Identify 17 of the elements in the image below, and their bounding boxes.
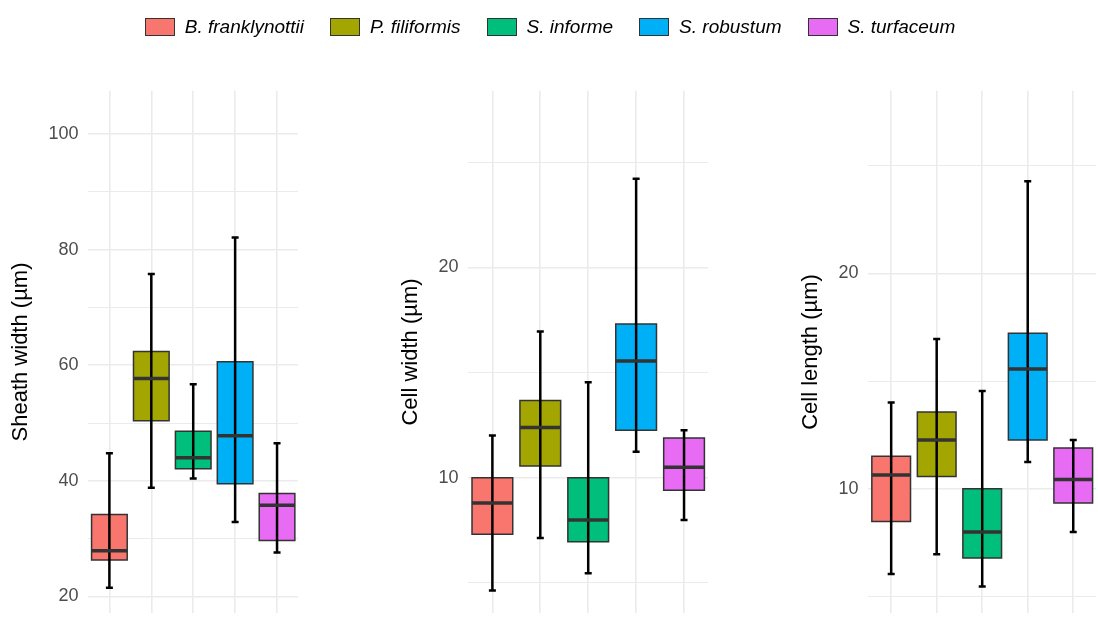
y-tick-label: 10 [438,466,459,487]
y-tick-label: 20 [838,262,859,283]
y-tick-label: 60 [58,354,79,375]
legend-label: B. franklynottii [184,16,305,38]
legend-label: S. robustum [679,16,782,38]
y-tick-label: 20 [58,585,79,606]
legend-label: S. informe [526,16,614,38]
y-tick-label: 80 [58,238,79,259]
y-tick-label: 100 [48,123,79,144]
y-tick-label: 40 [58,469,79,490]
y-tick-label: 20 [438,256,459,277]
y-axis-title: Sheath width (µm) [7,262,33,442]
legend-label: P. filiformis [370,16,461,38]
y-tick-label: 10 [838,477,859,498]
y-axis-title: Cell width (µm) [397,278,423,426]
y-axis-title: Cell length (µm) [797,274,823,430]
legend-label: S. turfaceum [847,16,956,38]
